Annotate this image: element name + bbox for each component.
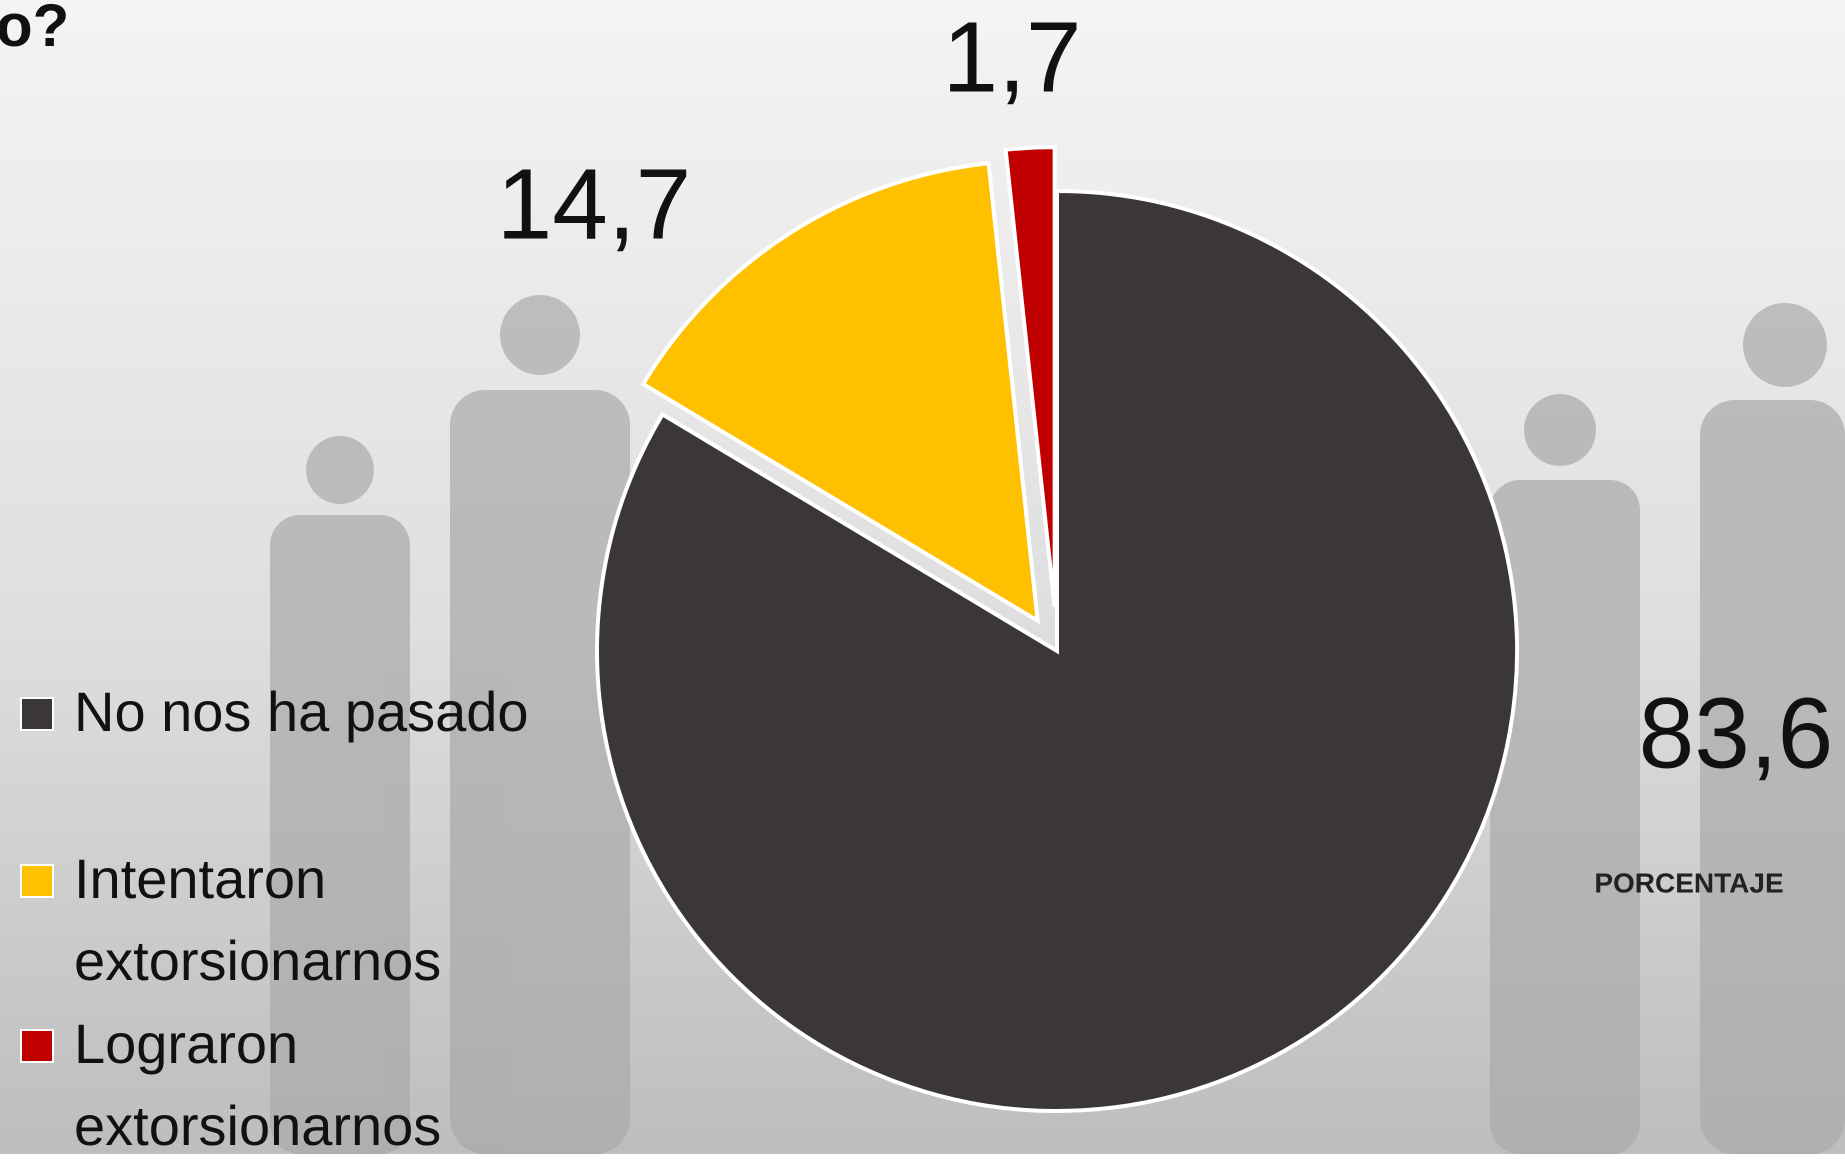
legend-swatch bbox=[20, 1029, 54, 1063]
legend-item: No nos ha pasado bbox=[20, 671, 560, 753]
legend-swatch bbox=[20, 697, 54, 731]
pie-slice bbox=[640, 161, 1041, 625]
legend-label: Intentaron extorsionarnos bbox=[74, 847, 442, 992]
value-label: 1,7 bbox=[942, 1, 1081, 113]
legend-swatch bbox=[20, 864, 54, 898]
legend-item: Intentaron extorsionarnos bbox=[20, 838, 560, 1002]
legend-label: No nos ha pasado bbox=[74, 680, 529, 743]
legend-label: Lograron extorsionarnos bbox=[74, 1012, 442, 1157]
pie-slice bbox=[595, 188, 1519, 1113]
silhouettes bbox=[270, 295, 1845, 1154]
value-label: 14,7 bbox=[497, 148, 692, 260]
unit-label: PORCENTAJE bbox=[1594, 867, 1783, 898]
legend-item: Lograron extorsionarnos bbox=[20, 1003, 560, 1167]
pie-slice bbox=[1003, 145, 1057, 608]
value-label: 83,6 bbox=[1639, 677, 1834, 789]
chart-title: o? bbox=[0, 0, 69, 59]
